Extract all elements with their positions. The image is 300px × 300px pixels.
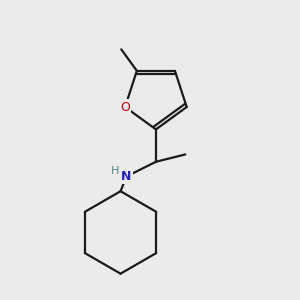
Text: H: H — [111, 166, 119, 176]
Text: N: N — [121, 170, 132, 183]
Text: O: O — [120, 100, 130, 113]
